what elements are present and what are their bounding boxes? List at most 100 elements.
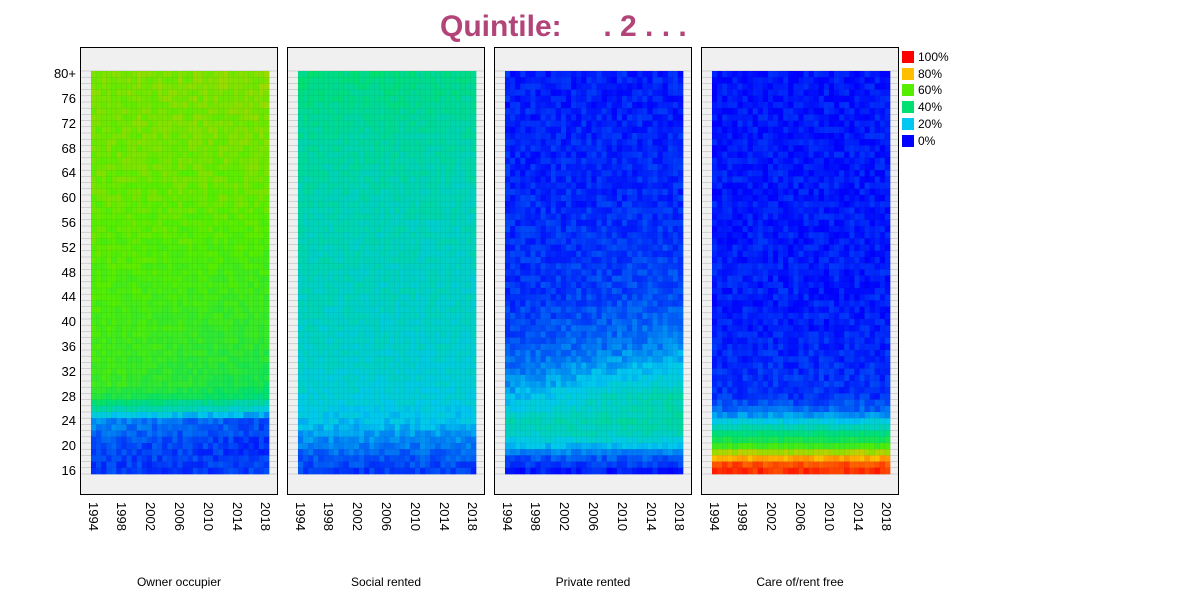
heatmap-cell: [101, 207, 107, 215]
heatmap-cell: [384, 201, 390, 208]
heatmap-cell: [297, 194, 304, 202]
heatmap-cell: [243, 399, 250, 407]
heatmap-cell: [223, 194, 229, 202]
heatmap-cell: [253, 269, 260, 277]
heatmap-cell: [389, 188, 396, 196]
heatmap-cell: [363, 126, 370, 134]
heatmap-cell: [358, 275, 365, 283]
heatmap-cell: [156, 114, 163, 122]
heatmap-cell: [116, 77, 122, 84]
heatmap-cell: [343, 393, 350, 401]
heatmap-cell: [101, 300, 107, 308]
heatmap-cell: [187, 418, 194, 425]
heatmap-cell: [141, 145, 148, 153]
heatmap-cell: [435, 418, 441, 425]
heatmap-cell: [313, 176, 319, 184]
heatmap-cell: [435, 114, 441, 122]
heatmap-cell: [409, 349, 416, 357]
heatmap-cell: [399, 225, 406, 233]
heatmap-cell: [238, 387, 245, 394]
heatmap-cell: [182, 232, 189, 239]
heatmap-cell: [95, 250, 102, 258]
heatmap-cell: [263, 182, 270, 190]
heatmap-cell: [197, 213, 204, 221]
heatmap-cell: [530, 269, 536, 277]
heatmap-cell: [238, 405, 245, 413]
heatmap-cell: [353, 281, 360, 289]
heatmap-cell: [192, 405, 199, 413]
heatmap-cell: [302, 213, 309, 221]
heatmap-cell: [399, 256, 406, 264]
heatmap-cell: [318, 331, 324, 339]
heatmap-cell: [106, 387, 112, 394]
heatmap-cell: [177, 126, 183, 134]
heatmap-cell: [187, 194, 194, 202]
x-tick-label: 1998: [321, 502, 337, 531]
heatmap-cell: [379, 418, 385, 425]
heatmap-cell: [358, 306, 365, 314]
heatmap-cell: [343, 232, 350, 239]
heatmap-cell: [379, 300, 385, 308]
heatmap-cell: [207, 349, 214, 357]
heatmap-cell: [509, 201, 516, 208]
y-tick-label: 80+: [53, 66, 76, 82]
heatmap-cell: [450, 263, 457, 270]
heatmap-cell: [263, 449, 270, 456]
heatmap-cell: [430, 275, 436, 283]
heatmap-cell: [248, 331, 255, 339]
heatmap-cell: [233, 163, 239, 171]
heatmap-cell: [504, 170, 511, 177]
heatmap-cell: [374, 263, 380, 270]
heatmap-cell: [430, 418, 436, 425]
heatmap-cell: [177, 306, 183, 314]
heatmap-cell: [111, 139, 117, 146]
heatmap-cell: [520, 101, 526, 109]
heatmap-cell: [116, 83, 122, 91]
heatmap-cell: [238, 393, 245, 401]
heatmap-cell: [207, 275, 214, 283]
heatmap-cell: [363, 70, 370, 78]
heatmap-cell: [248, 244, 255, 252]
heatmap-cell: [302, 318, 309, 326]
heatmap-cell: [308, 225, 314, 233]
heatmap-cell: [162, 70, 168, 78]
heatmap-cell: [258, 145, 265, 153]
heatmap-cell: [136, 287, 143, 295]
heatmap-cell: [430, 83, 436, 91]
heatmap-cell: [338, 411, 345, 419]
heatmap-cell: [233, 442, 239, 450]
heatmap-cell: [313, 151, 319, 159]
heatmap-cell: [136, 201, 143, 208]
heatmap-cell: [520, 219, 526, 227]
heatmap-cell: [445, 306, 452, 314]
heatmap-cell: [435, 225, 441, 233]
heatmap-cell: [233, 256, 239, 264]
heatmap-cell: [136, 232, 143, 239]
heatmap-cell: [435, 393, 441, 401]
heatmap-cell: [389, 170, 396, 177]
heatmap-cell: [460, 287, 467, 295]
heatmap-cell: [455, 207, 462, 215]
heatmap-cell: [465, 418, 472, 425]
heatmap-cell: [192, 356, 199, 363]
heatmap-cell: [217, 455, 224, 463]
heatmap-cell: [520, 132, 526, 140]
heatmap-cell: [414, 83, 421, 91]
heatmap-cell: [116, 151, 122, 159]
heatmap-cell: [338, 207, 345, 215]
heatmap-cell: [238, 225, 245, 233]
heatmap-cell: [313, 132, 319, 140]
heatmap-cell: [414, 151, 421, 159]
heatmap-cell: [379, 207, 385, 215]
heatmap-cell: [187, 269, 194, 277]
heatmap-cell: [323, 95, 329, 103]
heatmap-cell: [101, 101, 107, 109]
heatmap-cell: [308, 325, 314, 332]
heatmap-cell: [389, 343, 396, 351]
heatmap-cell: [263, 399, 270, 407]
heatmap-cell: [520, 145, 526, 153]
heatmap-cell: [177, 380, 183, 388]
heatmap-cell: [126, 411, 133, 419]
heatmap-cell: [136, 461, 143, 469]
heatmap-cell: [384, 455, 390, 463]
